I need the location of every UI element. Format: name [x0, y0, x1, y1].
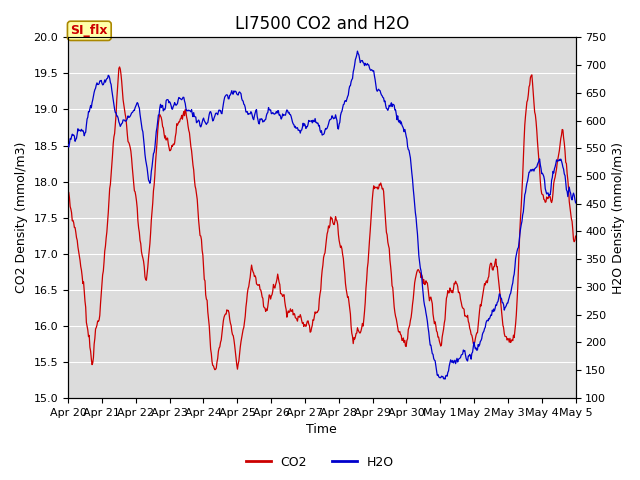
Text: SI_flx: SI_flx — [70, 24, 108, 37]
Y-axis label: CO2 Density (mmol/m3): CO2 Density (mmol/m3) — [15, 142, 28, 293]
X-axis label: Time: Time — [307, 423, 337, 436]
Title: LI7500 CO2 and H2O: LI7500 CO2 and H2O — [235, 15, 409, 33]
Legend: CO2, H2O: CO2, H2O — [241, 451, 399, 474]
Y-axis label: H2O Density (mmol/m3): H2O Density (mmol/m3) — [612, 142, 625, 294]
